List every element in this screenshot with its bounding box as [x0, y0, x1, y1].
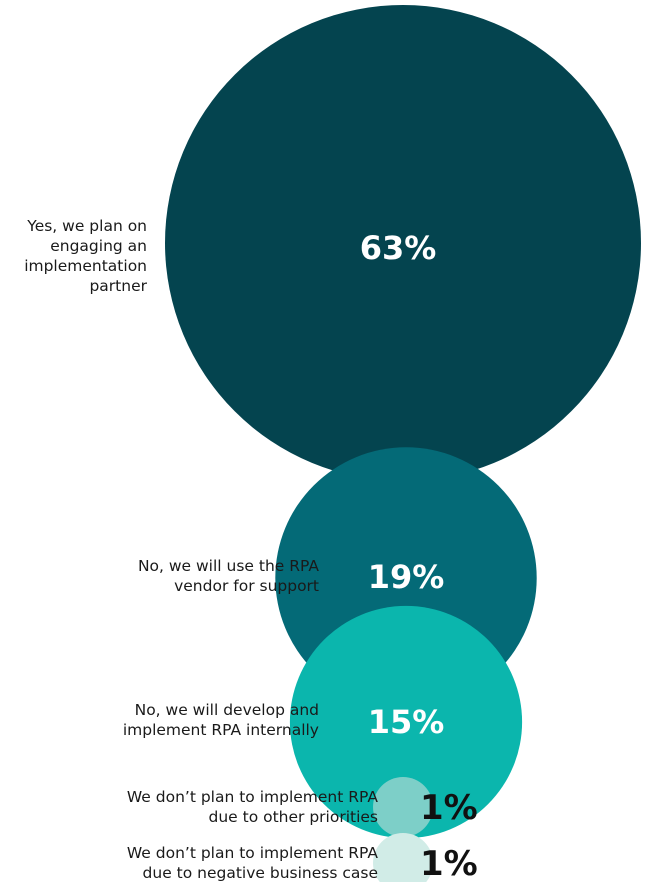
label-negative-business-case: We don’t plan to implement RPA due to ne… [126, 844, 378, 882]
value-label-rpa-vendor-support: 19% [367, 558, 445, 596]
label-yes-implementation-partner: Yes, we plan on engaging an implementati… [24, 217, 147, 295]
value-label-develop-internally: 15% [367, 703, 445, 741]
bubble-yes-implementation-partner [165, 5, 641, 481]
label-develop-internally: No, we will develop and implement RPA in… [122, 701, 319, 739]
value-label-other-priorities: 1% [420, 788, 478, 828]
bubble-other-priorities [373, 777, 433, 837]
bubble-negative-business-case [373, 833, 433, 882]
bubble-develop-internally [289, 605, 523, 839]
label-other-priorities: We don’t plan to implement RPA due to ot… [126, 788, 378, 826]
value-label-yes-implementation-partner: 63% [359, 229, 437, 267]
value-label-negative-business-case: 1% [420, 844, 478, 884]
label-rpa-vendor-support: No, we will use the RPA vendor for suppo… [137, 557, 319, 595]
